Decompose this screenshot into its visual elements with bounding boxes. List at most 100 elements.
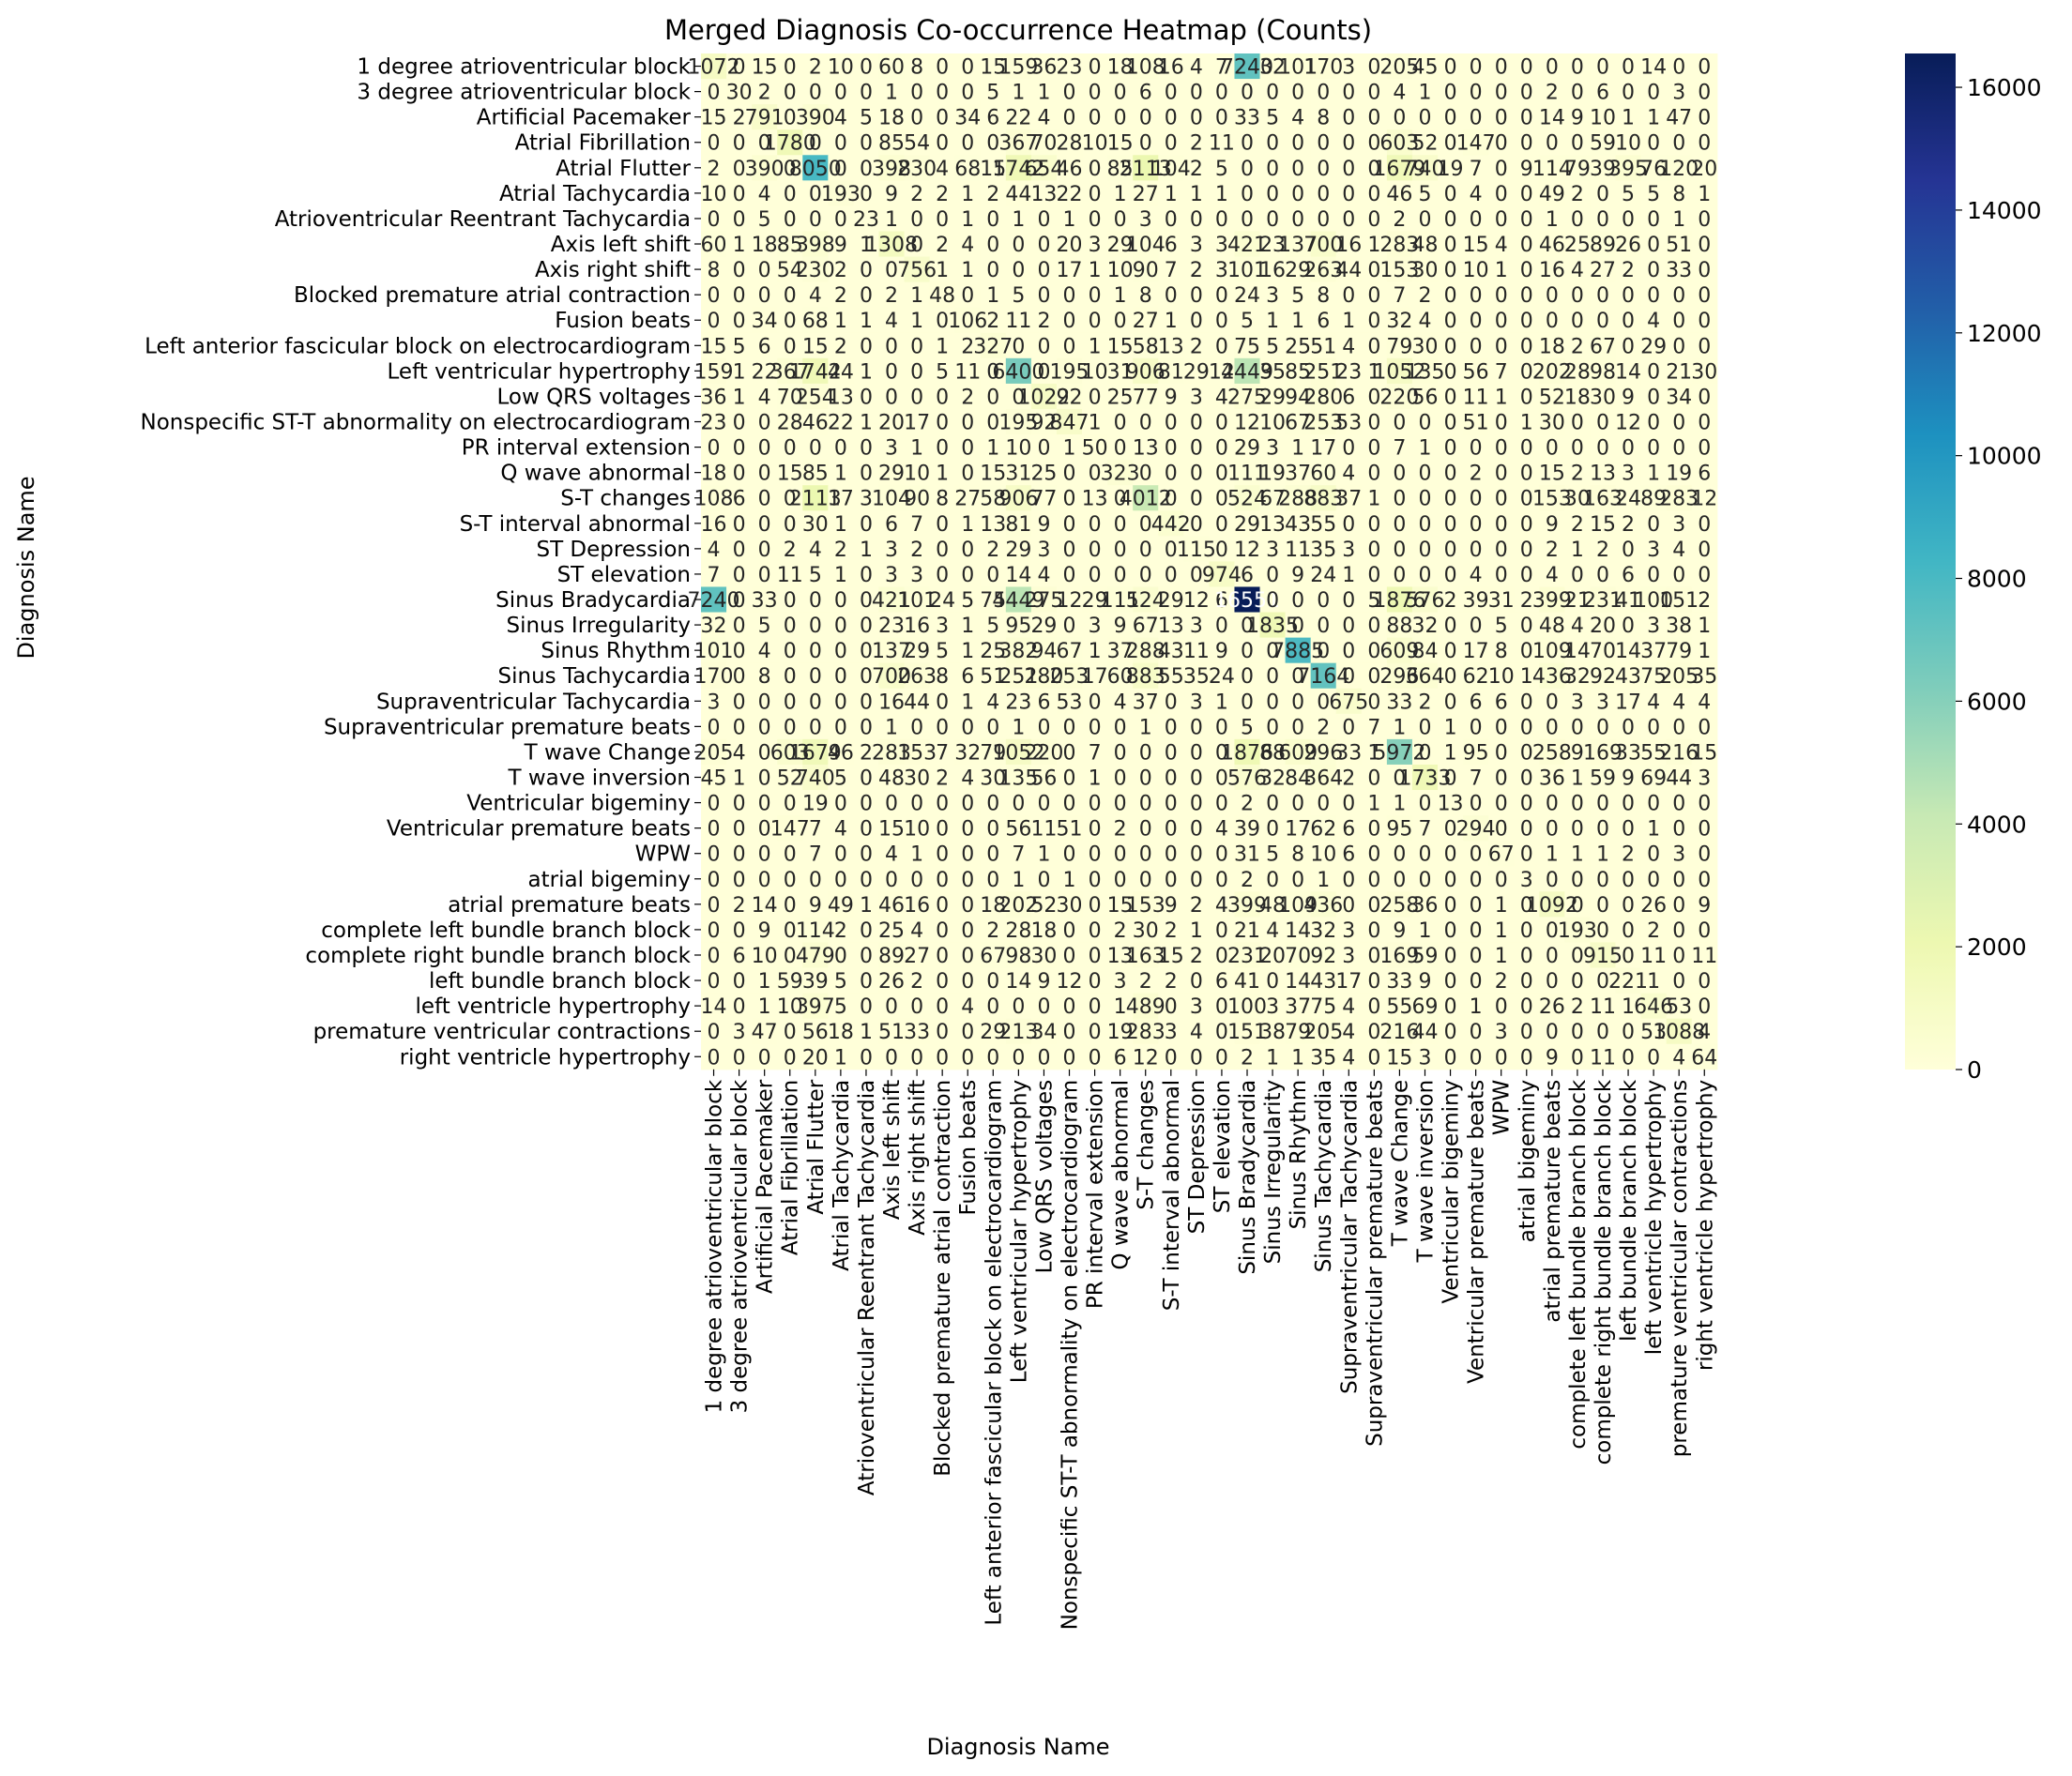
cell-value-label: 98	[1005, 945, 1031, 968]
cell-value-label: 0	[1012, 335, 1025, 358]
cell-value-label: 0	[961, 463, 974, 486]
cell-value-label: 23	[878, 615, 905, 638]
cell-value-label: 0	[733, 869, 746, 892]
cell-value-label: 2	[809, 56, 822, 80]
cell-value-label: 0	[1470, 107, 1483, 130]
cell-value-label: 0	[1444, 335, 1457, 358]
cell-value-label: 12	[1057, 589, 1083, 613]
cell-value-label: 0	[1342, 869, 1355, 892]
cell-value-label: 9	[1165, 894, 1178, 918]
cell-value-label: 2	[1596, 539, 1609, 562]
cell-value-label: 220	[1024, 741, 1063, 765]
heatmap-cell	[701, 205, 727, 233]
cell-value-label: 6	[986, 107, 999, 130]
cell-value-label: 0	[1215, 767, 1228, 790]
cell-value-label: 2	[986, 310, 999, 333]
cell-value-label: 10	[828, 56, 854, 80]
cell-value-label: 847	[1050, 412, 1089, 435]
cell-value-label: 85	[802, 463, 829, 486]
heatmap-cell	[1691, 307, 1718, 334]
cell-value-label: 0	[1190, 869, 1203, 892]
cell-value-label: 44	[828, 360, 854, 384]
cell-value-label: 0	[758, 488, 771, 511]
heatmap-cell	[1285, 180, 1312, 207]
cell-value-label: 104	[1126, 234, 1166, 257]
cell-value-label: 0	[708, 132, 721, 156]
cell-value-label: 2	[910, 970, 923, 994]
cell-value-label: 0	[1215, 488, 1228, 511]
cell-value-label: 0	[1037, 1046, 1050, 1070]
cell-value-label: 59	[1590, 767, 1616, 790]
cell-value-label: 0	[1647, 82, 1660, 105]
cell-value-label: 0	[1672, 919, 1685, 943]
heatmap-cell	[1666, 307, 1693, 334]
heatmap-cell	[1005, 180, 1032, 207]
heatmap-cell	[878, 53, 906, 80]
heatmap-cell	[853, 180, 880, 207]
heatmap-cell	[1590, 155, 1617, 181]
y-tick-label: Artificial Pacemaker	[477, 106, 692, 130]
cell-value-label: 1	[1698, 183, 1711, 206]
cell-value-label: 0	[733, 919, 746, 943]
cell-value-label: 1	[1089, 640, 1102, 663]
cell-value-label: 0	[1470, 208, 1483, 232]
cell-value-label: 0	[784, 640, 797, 663]
cell-value-label: 0	[1495, 82, 1508, 105]
x-tick-label: premature ventricular contractions	[1668, 1080, 1692, 1457]
cell-value-label: 79	[1386, 335, 1412, 358]
cell-value-label: 0	[1470, 793, 1483, 816]
cell-value-label: 0	[1470, 843, 1483, 867]
cell-value-label: 6	[885, 513, 898, 537]
cell-value-label: 0	[1520, 437, 1533, 461]
cell-value-label: 0	[1418, 716, 1431, 739]
cell-value-label: 0	[1012, 995, 1025, 1019]
cell-value-label: 4	[809, 284, 822, 308]
cell-value-label: 4	[961, 767, 974, 790]
heatmap-cell	[1082, 281, 1108, 309]
cell-value-label: 4	[1698, 691, 1711, 714]
heatmap-cell	[954, 332, 982, 359]
heatmap-cell	[1411, 155, 1439, 181]
cell-value-label: 35	[1691, 665, 1717, 689]
cell-value-label: 30	[726, 82, 753, 105]
cell-value-label: 0	[1215, 995, 1228, 1019]
cell-value-label: 0	[860, 437, 873, 461]
cell-value-label: 0	[784, 284, 797, 308]
cell-value-label: 30	[1691, 360, 1717, 384]
cell-value-label: 38	[1259, 1021, 1286, 1044]
cell-value-label: 2	[758, 82, 771, 105]
cell-value-label: 67	[1057, 640, 1083, 663]
cell-value-label: 34	[1030, 1021, 1057, 1044]
heatmap-cell	[777, 53, 803, 80]
y-tick-label: ST elevation	[557, 563, 691, 587]
heatmap-cell	[853, 256, 880, 283]
cell-value-label: 17	[1615, 691, 1641, 714]
cell-value-label: 0	[758, 741, 771, 765]
cell-value-label: 51	[878, 1021, 905, 1044]
cell-value-label: 0	[1063, 615, 1076, 638]
heatmap-cell	[853, 205, 880, 233]
heatmap-cells	[701, 53, 1718, 1070]
cell-value-label: 2	[986, 183, 999, 206]
cell-value-label: 15	[777, 463, 803, 486]
cell-value-label: 9	[1571, 741, 1584, 765]
cell-value-label: 1	[1698, 615, 1711, 638]
cell-value-label: 94	[1030, 640, 1057, 663]
heatmap-cell	[1005, 332, 1032, 359]
heatmap-cell	[777, 129, 803, 156]
cell-value-label: 4	[1114, 691, 1127, 714]
cell-value-label: 0	[1114, 310, 1127, 333]
cell-value-label: 5	[1622, 183, 1635, 206]
cell-value-label: 205	[694, 741, 734, 765]
heatmap-cell	[980, 129, 1007, 156]
cell-value-label: 1	[1215, 691, 1228, 714]
cell-value-label: 20	[1259, 945, 1286, 968]
cell-value-label: 0	[1291, 793, 1304, 816]
cell-value-label: 0	[1698, 869, 1711, 892]
cell-value-label: 0	[758, 412, 771, 435]
heatmap-cell	[1133, 205, 1159, 233]
y-tick-label: PR interval extension	[462, 436, 691, 461]
cell-value-label: 5	[1647, 183, 1660, 206]
cell-value-label: 0	[708, 1046, 721, 1070]
cell-value-label: 0	[1089, 818, 1102, 842]
